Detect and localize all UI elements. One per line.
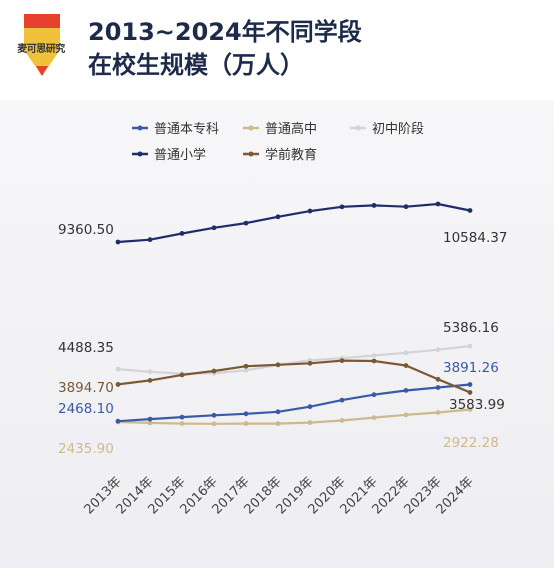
data-point <box>243 421 249 426</box>
title-line-1: 2013~2024年不同学段 <box>88 18 362 46</box>
pencil-logo-icon <box>24 14 60 76</box>
page-title: 2013~2024年不同学段 在校生规模（万人） <box>88 16 528 82</box>
data-point <box>467 390 473 395</box>
data-point <box>147 378 153 383</box>
data-point <box>371 415 377 421</box>
series-line <box>117 359 471 394</box>
data-point <box>371 353 377 358</box>
data-label: 3583.99 <box>449 397 505 413</box>
data-point <box>371 392 377 398</box>
data-label: 5386.16 <box>443 320 499 336</box>
legend-label: 普通本专科 <box>154 122 219 137</box>
data-point <box>435 201 441 207</box>
legend-label: 初中阶段 <box>372 122 424 137</box>
legend-marker <box>137 151 143 157</box>
data-point <box>179 421 185 426</box>
data-point <box>243 367 249 373</box>
data-label: 2435.90 <box>58 441 114 457</box>
data-point <box>435 376 441 382</box>
data-point <box>307 360 313 366</box>
data-point <box>403 350 409 356</box>
data-point <box>403 388 409 393</box>
legend-marker <box>137 125 143 131</box>
data-point <box>467 382 473 387</box>
legend-marker <box>248 125 254 131</box>
data-point <box>147 237 153 243</box>
chart-area: 普通本专科 普通高中 初中阶段普通小学 学前教育 9360.50 10584.37 4488… <box>0 100 554 568</box>
data-point <box>115 418 121 424</box>
data-point <box>243 363 249 369</box>
data-point <box>435 410 441 415</box>
series-line <box>117 383 471 423</box>
legend-marker <box>355 125 361 131</box>
data-point <box>403 204 409 210</box>
logo-text: 麦可思研究 <box>17 44 65 55</box>
data-point <box>275 362 281 368</box>
data-point <box>211 225 217 231</box>
data-point <box>147 420 153 426</box>
data-point <box>179 372 185 378</box>
title-line-2: 在校生规模（万人） <box>88 51 304 79</box>
data-point <box>467 208 473 213</box>
legend-marker <box>248 151 254 157</box>
data-point <box>179 414 185 420</box>
data-point <box>467 407 473 412</box>
data-point <box>307 420 313 425</box>
data-point <box>115 366 121 372</box>
series-line <box>117 408 471 425</box>
data-point <box>339 358 345 364</box>
data-point <box>147 369 153 375</box>
data-point <box>243 220 249 226</box>
data-point <box>371 358 377 364</box>
data-point <box>275 409 281 415</box>
data-point <box>307 208 313 214</box>
data-point <box>339 418 345 423</box>
series-line <box>117 344 471 375</box>
data-point <box>435 347 441 353</box>
data-point <box>339 397 345 403</box>
data-label: 9360.50 <box>58 222 114 238</box>
data-point <box>467 343 473 349</box>
data-point <box>211 421 217 427</box>
legend-label: 普通小学 <box>154 147 206 163</box>
data-point <box>275 421 281 426</box>
legend-label: 普通高中 <box>265 121 317 137</box>
data-label: 10584.37 <box>443 230 507 246</box>
data-point <box>307 404 313 410</box>
data-point <box>403 363 409 368</box>
data-point <box>435 385 441 390</box>
data-label: 2922.28 <box>443 435 499 451</box>
data-point <box>147 416 153 422</box>
data-point <box>339 204 345 210</box>
data-label: 4488.35 <box>58 340 114 356</box>
data-point <box>275 214 281 220</box>
header: 麦可思研究 2013~2024年不同学段 在校生规模（万人） <box>0 0 554 100</box>
data-label: 2468.10 <box>58 401 114 417</box>
data-point <box>115 239 121 245</box>
data-point <box>115 382 121 387</box>
data-point <box>211 412 217 418</box>
data-point <box>403 412 409 418</box>
data-label: 3891.26 <box>443 360 499 376</box>
data-point <box>243 411 249 417</box>
series-line <box>117 202 471 244</box>
data-point <box>211 368 217 374</box>
data-label: 3894.70 <box>58 380 114 396</box>
data-point <box>371 203 377 208</box>
legend-label: 学前教育 <box>265 147 317 163</box>
data-point <box>179 231 185 236</box>
